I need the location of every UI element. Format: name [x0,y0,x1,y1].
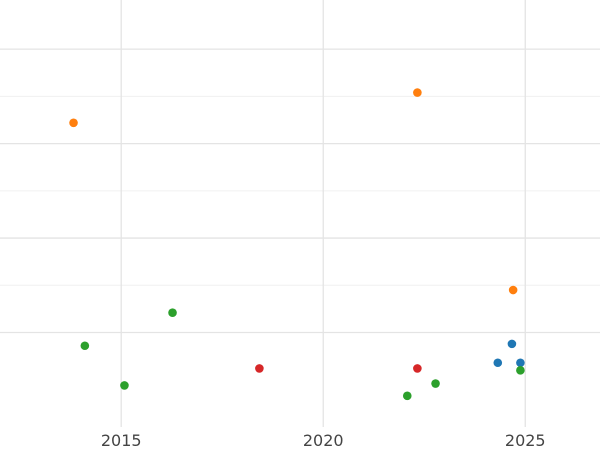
data-point [168,308,177,317]
x-axis-tick-labels: 2015 2020 2025 [101,431,546,450]
x-tick-label: 2025 [505,431,546,450]
x-tick-label: 2020 [303,431,344,450]
series-group [69,88,518,295]
data-point [493,358,503,368]
data-point [431,379,440,388]
series-group [255,364,422,373]
x-tick-label: 2015 [101,431,142,450]
data-point [402,391,412,401]
data-point [255,364,264,373]
data-point [413,364,422,373]
data-point [80,341,90,351]
data-point [413,88,422,97]
data-point [507,339,517,349]
series-group [80,308,525,401]
grid [0,0,600,427]
data-point [516,358,525,368]
series-group [493,339,525,368]
data-points [69,88,525,401]
data-point [508,285,518,295]
data-point [69,118,78,128]
data-point [516,366,525,375]
data-point [120,381,129,390]
